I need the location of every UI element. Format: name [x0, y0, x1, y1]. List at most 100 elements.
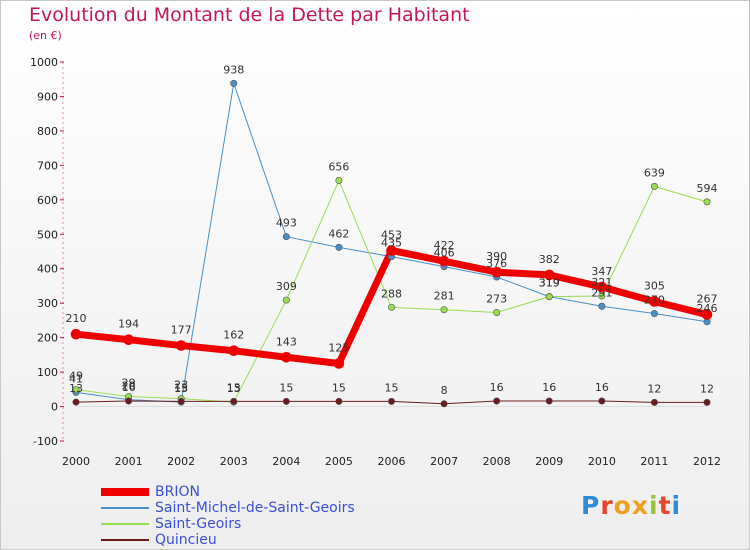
data-label-brion: 382: [539, 253, 560, 266]
proxiti-logo: Proxiti: [581, 491, 681, 520]
data-label-saint-michel-de-saint-geoirs: 376: [486, 257, 507, 270]
data-label-brion: 143: [276, 335, 297, 348]
x-tick-label: 2001: [115, 455, 143, 468]
logo-letter: r: [600, 491, 614, 520]
data-label-quincieu: 15: [385, 381, 399, 394]
data-point-quincieu: [387, 397, 395, 405]
data-point-brion: [438, 255, 450, 267]
legend-label-quincieu: Quincieu: [155, 532, 217, 548]
data-point-quincieu: [335, 397, 343, 405]
data-point-brion: [386, 245, 397, 256]
data-label-saint-geoirs: 273: [486, 292, 507, 305]
data-point-brion: [123, 334, 134, 346]
data-label-saint-michel-de-saint-geoirs: 20: [122, 380, 136, 393]
data-point-brion: [649, 296, 660, 307]
data-label-saint-geoirs: 281: [434, 290, 455, 303]
data-label-saint-geoirs: 639: [644, 166, 665, 179]
data-label-quincieu: 12: [647, 382, 661, 395]
x-tick-label: 2008: [483, 455, 511, 468]
data-point-saint-geoirs: [650, 182, 658, 190]
chart-title: Evolution du Montant de la Dette par Hab…: [29, 4, 470, 26]
data-label-quincieu: 15: [174, 381, 188, 394]
data-label-brion: 422: [434, 239, 455, 252]
data-label-quincieu: 12: [700, 382, 714, 395]
y-tick-label: 100: [37, 366, 58, 379]
legend-swatch-saint-geoirs: [101, 523, 149, 525]
data-label-saint-michel-de-saint-geoirs: 462: [328, 227, 349, 240]
y-tick-label: 300: [37, 297, 58, 310]
data-point-quincieu: [177, 397, 185, 405]
y-tick-label: 900: [37, 90, 58, 103]
data-label-brion: 267: [697, 293, 718, 306]
data-label-saint-geoirs: 321: [591, 276, 612, 289]
data-label-quincieu: 15: [279, 381, 293, 394]
data-point-quincieu: [703, 398, 711, 406]
data-point-saint-geoirs: [598, 292, 606, 300]
y-tick-label: 0: [51, 401, 58, 414]
data-label-brion: 453: [381, 228, 402, 241]
data-label-saint-geoirs: 309: [276, 280, 297, 293]
x-tick-label: 2012: [693, 455, 721, 468]
x-tick-label: 2005: [325, 455, 353, 468]
x-tick-label: 2010: [588, 455, 616, 468]
data-point-brion: [333, 358, 345, 369]
y-tick-label: 200: [37, 332, 58, 345]
legend-label-brion: BRION: [155, 484, 200, 500]
legend-swatch-brion: [101, 488, 149, 496]
y-tick-label: 1000: [30, 56, 58, 69]
data-label-quincieu: 16: [490, 381, 504, 394]
data-label-saint-michel-de-saint-geoirs: 246: [697, 302, 718, 315]
data-point-brion: [491, 266, 502, 278]
y-tick-label: 600: [37, 194, 58, 207]
data-point-saint-michel-de-saint-geoirs: [598, 302, 606, 310]
data-point-quincieu: [545, 397, 553, 405]
logo-letter: o: [613, 491, 632, 520]
data-point-brion: [701, 309, 713, 320]
data-label-quincieu: 16: [122, 381, 136, 394]
data-point-quincieu: [282, 397, 290, 405]
y-tick-label: -100: [33, 435, 58, 448]
data-label-saint-michel-de-saint-geoirs: 435: [381, 237, 402, 250]
data-label-saint-michel-de-saint-geoirs: 13: [174, 382, 188, 395]
data-point-brion: [281, 351, 292, 363]
data-point-quincieu: [650, 398, 658, 406]
data-label-quincieu: 16: [542, 381, 556, 394]
data-point-quincieu: [72, 398, 80, 406]
data-label-saint-michel-de-saint-geoirs: 319: [539, 277, 560, 290]
data-label-saint-michel-de-saint-geoirs: 41: [69, 372, 83, 385]
data-label-brion: 125: [328, 341, 349, 354]
data-label-saint-geoirs: 594: [697, 182, 718, 195]
data-point-brion: [228, 345, 240, 357]
x-tick-label: 2000: [62, 455, 90, 468]
data-point-saint-michel-de-saint-geoirs: [650, 310, 658, 318]
data-label-saint-geoirs: 23: [174, 379, 188, 392]
legend-label-saint-michel: Saint-Michel-de-Saint-Geoirs: [155, 500, 355, 516]
legend-swatch-saint-michel: [101, 507, 149, 509]
data-point-saint-geoirs: [703, 198, 711, 206]
logo-letter: P: [581, 491, 601, 520]
data-label-quincieu: 15: [332, 381, 346, 394]
data-label-brion: 177: [171, 324, 192, 337]
data-label-saint-michel-de-saint-geoirs: 291: [591, 286, 612, 299]
data-label-saint-michel-de-saint-geoirs: 938: [223, 63, 244, 76]
data-label-saint-geoirs: 656: [328, 161, 349, 174]
data-label-saint-michel-de-saint-geoirs: 493: [276, 217, 297, 230]
data-point-saint-geoirs: [440, 306, 448, 314]
data-label-saint-geoirs: 319: [539, 277, 560, 290]
data-point-saint-geoirs: [493, 308, 501, 316]
data-label-saint-geoirs: 29: [122, 377, 136, 390]
data-label-saint-michel-de-saint-geoirs: 406: [434, 247, 455, 260]
x-tick-label: 2004: [272, 455, 300, 468]
data-point-brion: [596, 281, 608, 293]
data-point-brion: [70, 328, 82, 340]
data-point-saint-geoirs: [282, 296, 290, 304]
data-label-quincieu: 15: [227, 381, 241, 394]
x-tick-label: 2009: [535, 455, 563, 468]
data-point-quincieu: [230, 397, 238, 405]
legend-label-saint-geoirs: Saint-Geoirs: [155, 516, 242, 532]
data-label-quincieu: 13: [69, 382, 83, 395]
x-tick-label: 2002: [167, 455, 195, 468]
data-label-brion: 347: [591, 265, 612, 278]
y-tick-label: 500: [37, 228, 58, 241]
